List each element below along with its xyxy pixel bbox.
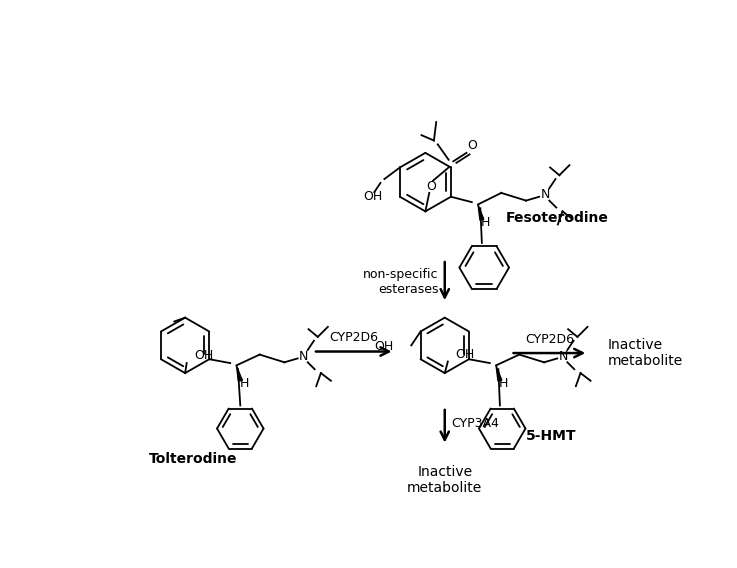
Polygon shape bbox=[478, 204, 483, 220]
Text: Inactive
metabolite: Inactive metabolite bbox=[607, 338, 682, 368]
Text: OH: OH bbox=[363, 190, 383, 203]
Text: CYP2D6: CYP2D6 bbox=[329, 331, 379, 344]
Text: Tolterodine: Tolterodine bbox=[149, 452, 237, 466]
Text: CYP2D6: CYP2D6 bbox=[525, 333, 574, 346]
Text: OH: OH bbox=[195, 349, 214, 362]
Text: O: O bbox=[468, 139, 478, 152]
Text: N: N bbox=[541, 188, 550, 201]
Text: H: H bbox=[240, 377, 249, 390]
Text: H: H bbox=[499, 377, 509, 390]
Polygon shape bbox=[496, 365, 502, 381]
Polygon shape bbox=[237, 365, 242, 381]
Text: non-specific
esterases: non-specific esterases bbox=[363, 268, 439, 296]
Text: 5-HMT: 5-HMT bbox=[525, 429, 576, 443]
Text: H: H bbox=[481, 216, 490, 229]
Text: N: N bbox=[559, 350, 568, 362]
Text: O: O bbox=[426, 180, 436, 193]
Text: N: N bbox=[299, 350, 309, 362]
Text: OH: OH bbox=[455, 348, 475, 361]
Text: OH: OH bbox=[374, 340, 394, 353]
Text: CYP3A4: CYP3A4 bbox=[451, 417, 499, 431]
Text: Inactive
metabolite: Inactive metabolite bbox=[407, 465, 483, 495]
Text: Fesoterodine: Fesoterodine bbox=[506, 211, 609, 225]
